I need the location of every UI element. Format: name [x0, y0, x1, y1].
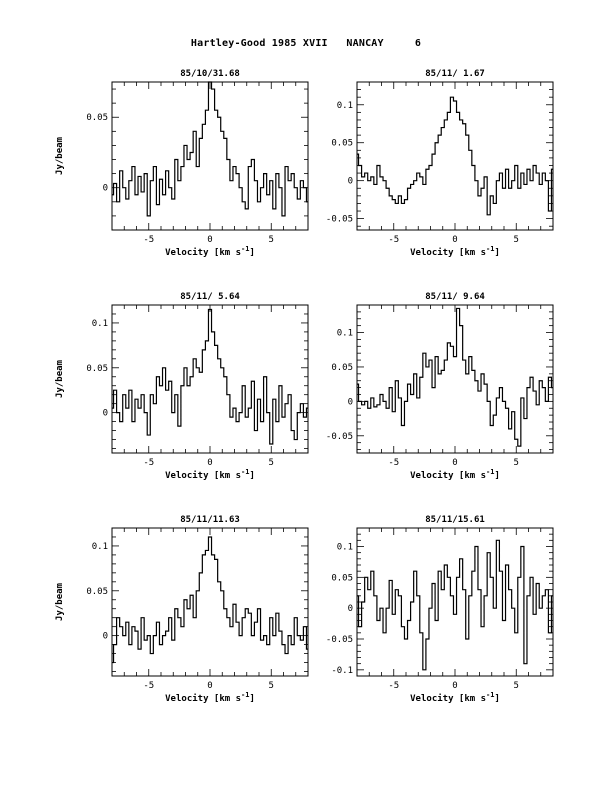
- panel-6-ytick-label: 0.05: [331, 573, 353, 583]
- panel-3-xtick-label: -5: [143, 458, 154, 468]
- panel-6-ytick-label: -0.1: [331, 666, 353, 676]
- panel-1-ytick-label: 0.05: [86, 113, 108, 123]
- panel-2-ytick-label: -0.05: [326, 215, 353, 225]
- panel-3-xlabel: Velocity [km s-1]: [165, 468, 255, 481]
- page-title: Hartley-Good 1985 XVII NANCAY 6: [190, 38, 422, 49]
- panel-4-xtick-label: -5: [388, 458, 399, 468]
- panel-6-ytick-label: -0.05: [326, 635, 353, 645]
- panel-3-xtick-label: 5: [269, 458, 274, 468]
- panel-2-frame: [356, 81, 554, 231]
- panel-5-xtick-label: -5: [143, 681, 154, 691]
- panel-5-ytick-label: 0.05: [86, 587, 108, 597]
- panel-5-title: 85/11/11.63: [180, 515, 240, 525]
- panel-4-frame: [356, 304, 554, 454]
- panel-2-ytick-label: 0: [348, 177, 353, 187]
- panel-6-xtick-label: 0: [452, 681, 457, 691]
- panel-4-ytick-label: 0: [348, 397, 353, 407]
- panel-5-xtick-label: 5: [269, 681, 274, 691]
- panel-1-ylabel: Jy/beam: [55, 136, 65, 175]
- panel-6-ytick-label: 0.1: [337, 543, 353, 553]
- panel-5-xlabel: Velocity [km s-1]: [165, 691, 255, 704]
- panel-5-ylabel: Jy/beam: [55, 582, 65, 621]
- panel-2-xtick-label: 5: [514, 235, 519, 245]
- panel-1-xtick-label: -5: [143, 235, 154, 245]
- panel-3-xtick-label: 0: [207, 458, 212, 468]
- panel-6-ytick-label: 0: [348, 604, 353, 614]
- panel-3-title: 85/11/ 5.64: [180, 292, 240, 302]
- panel-1-ytick-label: 0: [103, 184, 108, 194]
- panel-4-xtick-label: 5: [514, 458, 519, 468]
- panel-6-xtick-label: 5: [514, 681, 519, 691]
- panel-2-ytick-label: 0.05: [331, 139, 353, 149]
- panel-2-title: 85/11/ 1.67: [425, 69, 485, 79]
- panel-6-xtick-label: -5: [388, 681, 399, 691]
- panel-3-ylabel: Jy/beam: [55, 359, 65, 398]
- panel-4-ytick-label: -0.05: [326, 432, 353, 442]
- panel-3-ytick-label: 0.05: [86, 364, 108, 374]
- panel-2-xlabel: Velocity [km s-1]: [410, 245, 500, 258]
- panel-3-frame: [111, 304, 309, 454]
- panel-5-spectrum: [112, 536, 308, 664]
- panel-4-ytick-label: 0.05: [331, 363, 353, 373]
- panel-2-spectrum: [357, 96, 553, 216]
- panel-4-ytick-label: 0.1: [337, 329, 353, 339]
- panel-4-title: 85/11/ 9.64: [425, 292, 485, 302]
- panel-2-xtick-label: -5: [388, 235, 399, 245]
- panel-6-xlabel: Velocity [km s-1]: [410, 691, 500, 704]
- panel-5-ytick-label: 0: [103, 632, 108, 642]
- panel-4-xtick-label: 0: [452, 458, 457, 468]
- panel-1-xtick-label: 5: [269, 235, 274, 245]
- panel-2-ytick-label: 0.1: [337, 101, 353, 111]
- panel-4-xlabel: Velocity [km s-1]: [410, 468, 500, 481]
- panel-3-spectrum: [112, 308, 308, 445]
- panel-3-ytick-label: 0.1: [92, 319, 108, 329]
- panel-3-ytick-label: 0: [103, 409, 108, 419]
- panel-1-xtick-label: 0: [207, 235, 212, 245]
- panel-5-xtick-label: 0: [207, 681, 212, 691]
- panel-5-frame: [111, 527, 309, 677]
- panel-6-title: 85/11/15.61: [425, 515, 485, 525]
- panel-1-title: 85/10/31.68: [180, 69, 240, 79]
- panel-6-spectrum: [357, 539, 553, 671]
- panel-1-xlabel: Velocity [km s-1]: [165, 245, 255, 258]
- panel-1-spectrum: [112, 81, 308, 217]
- panel-2-xtick-label: 0: [452, 235, 457, 245]
- panel-5-ytick-label: 0.1: [92, 542, 108, 552]
- panel-1-frame: [111, 81, 309, 231]
- panel-4-spectrum: [357, 307, 553, 447]
